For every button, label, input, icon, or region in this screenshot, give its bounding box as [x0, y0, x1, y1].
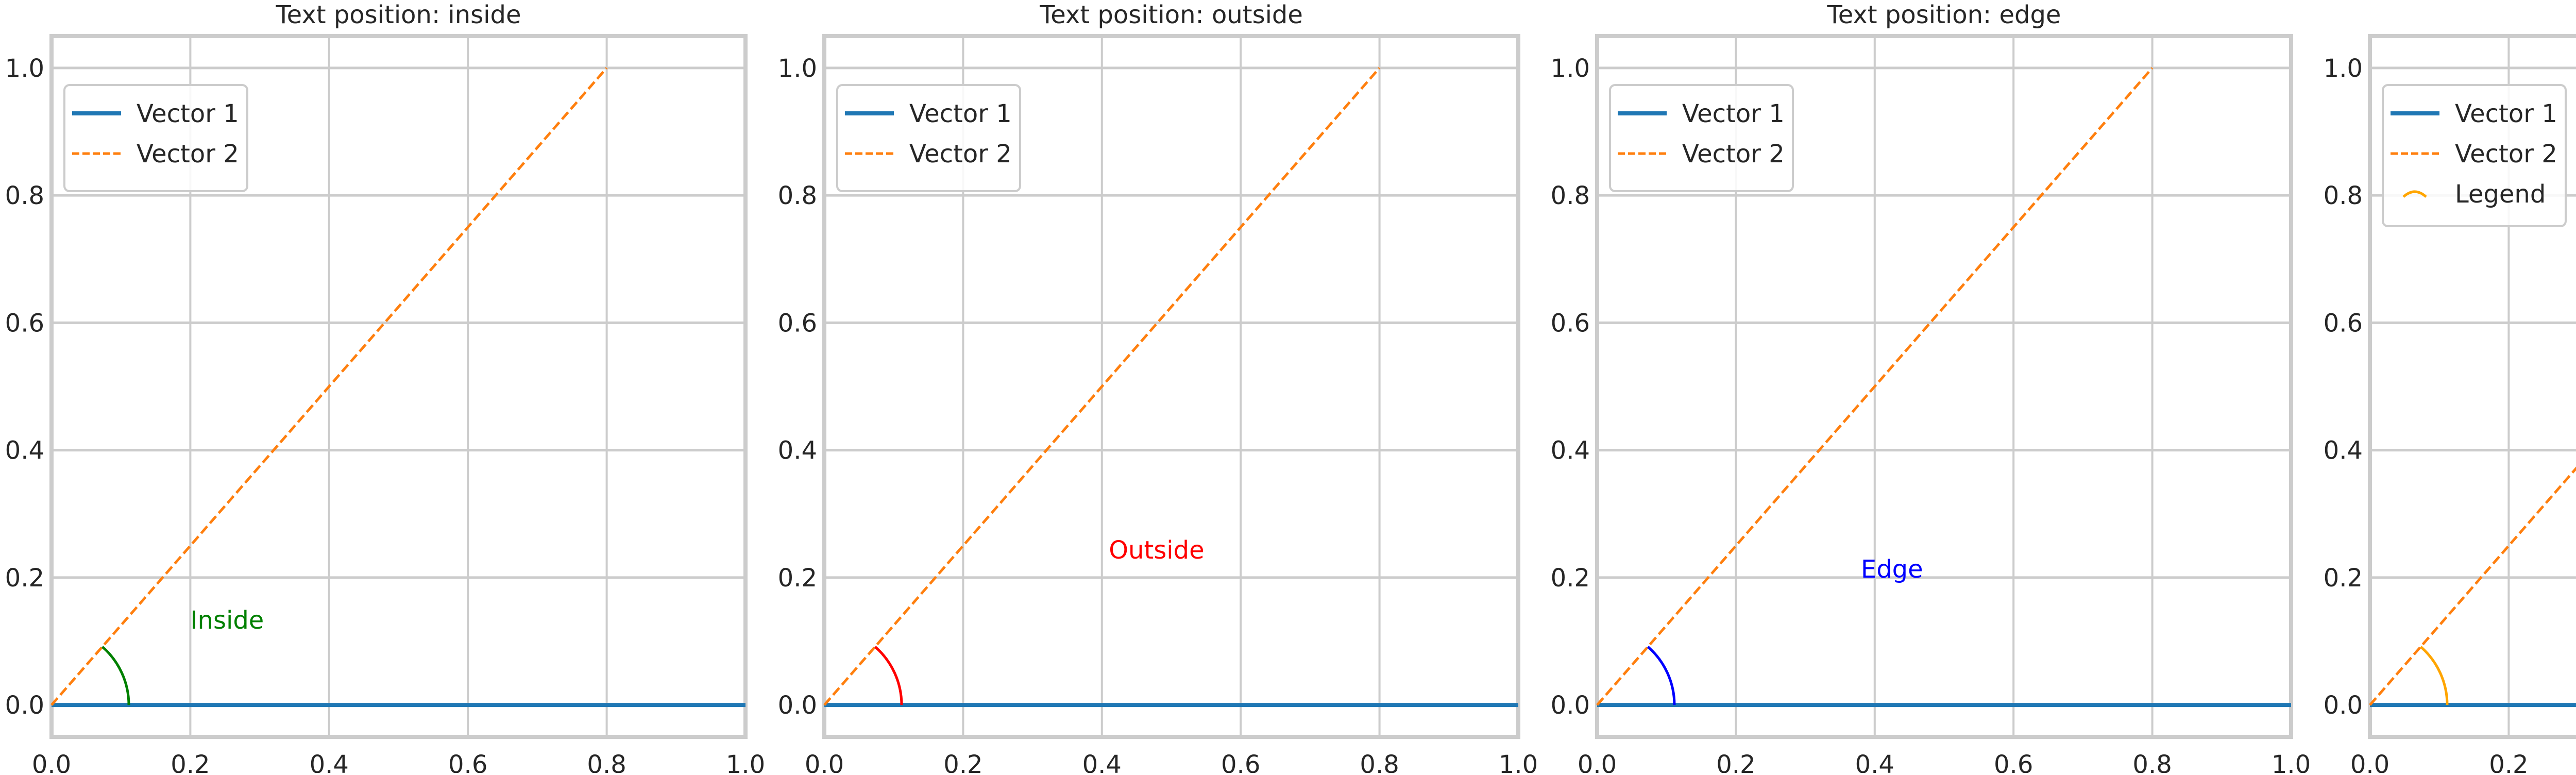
x-tick-label: 0.4	[1082, 750, 1122, 773]
subplot-title: Text position: outside	[1039, 1, 1303, 29]
legend-swatch-arc-icon	[2402, 190, 2427, 198]
axes-frame	[1595, 34, 2293, 739]
y-tick-label: 1.0	[2324, 54, 2363, 83]
angle-annotation: Inside	[190, 606, 264, 635]
x-tick-label: 0.2	[1716, 750, 1755, 773]
legend-label: Vector 1	[1682, 99, 1785, 128]
y-tick-label: 0.2	[778, 564, 817, 593]
angle-arc	[874, 646, 903, 705]
legend-label: Vector 2	[2455, 140, 2557, 169]
y-tick-label: 0.2	[1551, 564, 1590, 593]
legend: Vector 1 Vector 2	[836, 84, 1021, 192]
y-tick-label: 0.0	[5, 691, 44, 720]
y-tick-label: 0.6	[2324, 309, 2363, 338]
y-tick-label: 0.8	[778, 181, 817, 210]
x-tick-label: 0.6	[1221, 750, 1260, 773]
legend-label: Legend	[2455, 180, 2546, 209]
x-tick-label: 1.0	[726, 750, 765, 773]
y-tick-label: 0.6	[5, 309, 44, 338]
angle-arc	[2419, 646, 2449, 705]
x-tick-label: 0.0	[1578, 750, 1617, 773]
x-tick-label: 0.8	[1360, 750, 1399, 773]
y-tick-label: 0.8	[5, 181, 44, 210]
x-tick-label: 0.4	[1855, 750, 1894, 773]
x-tick-label: 0.2	[2489, 750, 2528, 773]
y-tick-label: 0.6	[778, 309, 817, 338]
y-tick-label: 0.2	[2324, 564, 2363, 593]
x-tick-label: 0.6	[448, 750, 487, 773]
x-tick-label: 0.0	[32, 750, 71, 773]
x-tick-label: 0.2	[943, 750, 982, 773]
y-tick-label: 1.0	[5, 54, 44, 83]
legend: Vector 1 Vector 2	[1609, 84, 1794, 192]
x-tick-label: 0.4	[310, 750, 349, 773]
angle-annotation: Edge	[1861, 555, 1923, 584]
x-tick-label: 1.0	[1499, 750, 1538, 773]
y-tick-label: 0.4	[5, 436, 44, 465]
x-tick-label: 0.0	[805, 750, 844, 773]
legend-label: Vector 1	[2455, 99, 2557, 128]
legend-label: Vector 2	[137, 140, 239, 169]
y-tick-label: 0.0	[2324, 691, 2363, 720]
subplot-3: Text position: edge 0.0 0.2 0.4 0.6 0.8 1.0 0.0…	[1551, 1, 2311, 775]
y-tick-label: 1.0	[1551, 54, 1590, 83]
x-tick-label: 0.2	[171, 750, 210, 773]
y-tick-label: 0.4	[778, 436, 817, 465]
y-tick-label: 0.0	[1551, 691, 1590, 720]
vector-2-line	[1596, 67, 2154, 706]
legend-frame	[2382, 84, 2567, 227]
y-tick-label: 0.4	[1551, 436, 1590, 465]
axes-frame	[49, 34, 748, 739]
axes-frame	[822, 34, 1520, 739]
angle-arc	[1647, 646, 1676, 705]
y-tick-label: 0.2	[5, 564, 44, 593]
legend: Vector 1 Vector 2	[63, 84, 248, 192]
y-tick-label: 0.8	[1551, 181, 1590, 210]
y-tick-label: 0.6	[1551, 309, 1590, 338]
x-tick-label: 0.6	[1994, 750, 2033, 773]
subplot-4: Text position: legend0.00.20.40.60.81.00…	[2324, 34, 2576, 775]
subplot-title: Text position: inside	[276, 1, 521, 29]
legend-label: Vector 2	[1682, 140, 1785, 169]
axes-frame	[2368, 34, 2576, 739]
x-tick-label: 0.8	[2132, 750, 2172, 773]
y-tick-label: 1.0	[778, 54, 817, 83]
y-tick-label: 0.0	[778, 691, 817, 720]
vector-2-line	[50, 67, 608, 706]
legend-label: Vector 1	[909, 99, 1012, 128]
legend-label: Vector 1	[137, 99, 239, 128]
x-tick-label: 0.0	[2350, 750, 2389, 773]
vector-2-line	[2369, 466, 2576, 706]
y-tick-label: 0.8	[2324, 181, 2363, 210]
subplot-title: Text position: edge	[1827, 1, 2061, 29]
x-tick-label: 1.0	[2272, 750, 2311, 773]
subplot-2: Text position: outside 0.0 0.2 0.4 0.6 0.8 1.0…	[778, 1, 1538, 775]
angle-arc	[101, 646, 130, 705]
legend-label: Vector 2	[909, 140, 1012, 169]
y-tick-label: 0.4	[2324, 436, 2363, 465]
subplot-1: Text position: inside 0.0 0.2 0.4 0.6 0.8 1.0 0…	[5, 1, 766, 775]
x-tick-label: 0.8	[587, 750, 626, 773]
legend: Vector 1 Vector 2 Legend	[2382, 84, 2567, 227]
vector-2-line	[823, 67, 1381, 706]
angle-annotation: Outside	[1109, 536, 1204, 565]
